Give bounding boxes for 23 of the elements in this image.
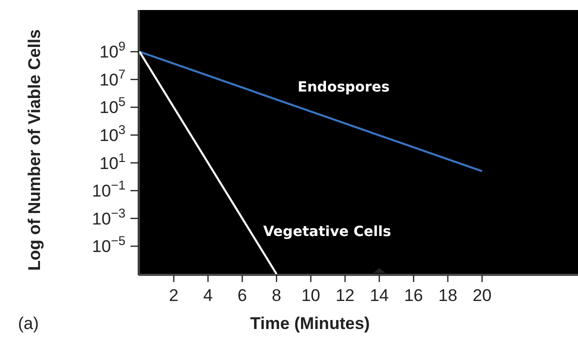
y-tick-label: 10$^{3}$ — [99, 122, 126, 146]
x-axis-title: Time (Minutes) — [250, 314, 370, 333]
text: (a) — [18, 314, 39, 333]
y-tick-label: 10$^{1}$ — [99, 149, 126, 173]
y-axis-title: Log of Number of Viable Cells — [25, 29, 44, 271]
series-label: Endospores — [298, 79, 390, 96]
y-tick-label: 10$^{−1}$ — [92, 177, 126, 201]
x-tick-label: 14 — [370, 286, 389, 305]
x-tick-label: 2 — [169, 286, 178, 305]
x-tick-label: 12 — [336, 286, 355, 305]
x-tick-label: 16 — [404, 286, 424, 305]
y-tick-label: 10$^{9}$ — [99, 38, 126, 62]
y-tick-label: 10$^{7}$ — [99, 66, 126, 90]
x-tick-label: 8 — [272, 286, 282, 305]
y-tick-label: 10$^{−5}$ — [92, 232, 126, 256]
x-tick-label: 4 — [203, 286, 213, 305]
y-tick-label: 10$^{−3}$ — [92, 204, 126, 228]
x-tick-label: 6 — [238, 286, 248, 305]
series-label: Vegetative Cells — [263, 224, 392, 240]
x-tick-label: 20 — [472, 286, 492, 305]
x-tick-label: 18 — [438, 286, 458, 305]
y-tick-label: 10$^{5}$ — [99, 94, 126, 118]
x-tick-label: 10 — [301, 286, 320, 305]
